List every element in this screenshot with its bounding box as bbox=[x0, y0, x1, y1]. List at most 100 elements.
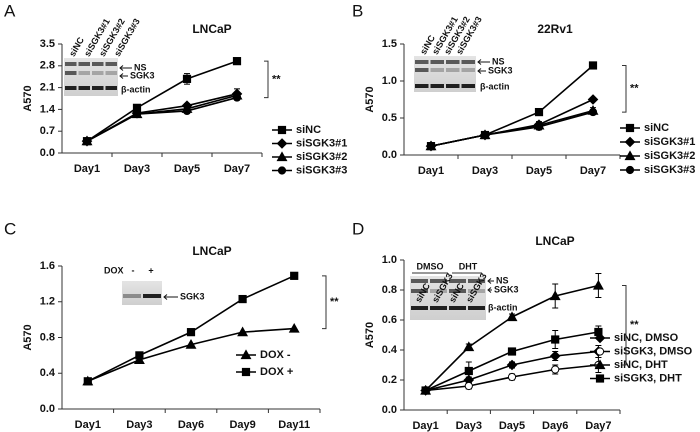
band-arrow bbox=[477, 59, 490, 65]
legend-label: siSGK3#2 bbox=[644, 150, 695, 162]
x-tick-label: Day3 bbox=[126, 419, 152, 431]
blot-image bbox=[122, 281, 162, 305]
y-tick-label: 1.4 bbox=[40, 103, 56, 115]
x-tick-label: Day7 bbox=[224, 163, 250, 175]
legend-label: DOX + bbox=[260, 366, 293, 378]
band-arrow bbox=[119, 73, 128, 79]
significance-bracket bbox=[622, 64, 627, 113]
series-line bbox=[430, 111, 594, 147]
legend-marker bbox=[277, 125, 287, 135]
panel-letter: D bbox=[352, 219, 364, 238]
marker bbox=[506, 359, 518, 371]
y-tick-label: 3.5 bbox=[40, 38, 55, 50]
x-tick-label: Day1 bbox=[75, 419, 101, 431]
band-label: NS bbox=[134, 62, 147, 72]
x-tick-label: Day9 bbox=[229, 419, 255, 431]
blot-band bbox=[430, 289, 447, 293]
lane-label: + bbox=[148, 265, 153, 275]
blot-band bbox=[461, 68, 475, 72]
insert-label: DOX bbox=[104, 265, 124, 275]
marker bbox=[588, 107, 598, 117]
blot-band bbox=[65, 86, 77, 90]
marker bbox=[83, 377, 92, 386]
marker bbox=[507, 372, 517, 382]
legend-label: siSGK3, DMSO bbox=[614, 345, 693, 357]
significance-label: ** bbox=[272, 73, 281, 85]
marker bbox=[185, 339, 197, 349]
blot-band bbox=[105, 86, 117, 90]
x-tick-label: Day6 bbox=[178, 419, 204, 431]
blot-band bbox=[430, 68, 444, 72]
legend-marker bbox=[240, 349, 252, 360]
significance-label: ** bbox=[330, 296, 339, 308]
chart-title: LNCaP bbox=[192, 244, 231, 258]
blot-band bbox=[449, 279, 466, 283]
marker bbox=[534, 122, 544, 131]
blot-band bbox=[415, 60, 429, 64]
y-axis-label: A570 bbox=[364, 86, 376, 112]
blot-band bbox=[65, 71, 77, 75]
legend-marker bbox=[276, 151, 288, 162]
band-label: β-actin bbox=[488, 302, 518, 312]
blot-band bbox=[430, 306, 447, 310]
y-tick-label: 2.8 bbox=[40, 60, 55, 72]
significance-bracket bbox=[622, 285, 627, 366]
blot-band bbox=[446, 60, 460, 64]
marker bbox=[551, 365, 560, 374]
blot-band bbox=[468, 306, 485, 310]
marker bbox=[551, 335, 560, 344]
y-tick-label: 1.0 bbox=[382, 75, 397, 87]
marker bbox=[463, 341, 475, 352]
band-label: NS bbox=[496, 275, 509, 285]
chart-title: LNCaP bbox=[535, 234, 574, 248]
marker bbox=[592, 279, 604, 290]
marker bbox=[549, 290, 561, 301]
y-axis-label: A570 bbox=[364, 322, 376, 348]
marker bbox=[82, 137, 92, 146]
blot-band bbox=[468, 289, 485, 293]
y-tick-label: 1.6 bbox=[40, 260, 55, 272]
blot-band bbox=[430, 60, 444, 64]
blot-band bbox=[78, 62, 90, 66]
blot-band bbox=[430, 84, 444, 88]
y-tick-label: 2.1 bbox=[40, 82, 55, 94]
band-arrow bbox=[119, 65, 132, 71]
y-axis-label: A570 bbox=[22, 324, 34, 350]
marker bbox=[288, 322, 300, 333]
band-arrow bbox=[487, 278, 494, 284]
marker bbox=[232, 93, 242, 102]
blot-band bbox=[461, 60, 475, 64]
band-label: NS bbox=[492, 56, 505, 66]
y-tick-label: 0.0 bbox=[40, 147, 55, 159]
series-line bbox=[86, 96, 238, 142]
blot-band bbox=[92, 71, 104, 75]
y-tick-label: 0.0 bbox=[40, 403, 55, 415]
blot-band bbox=[415, 68, 429, 72]
series-line bbox=[425, 350, 599, 392]
blot-band bbox=[411, 289, 428, 293]
chart-title: LNCaP bbox=[192, 22, 231, 36]
blot-band bbox=[78, 86, 90, 90]
y-tick-label: 0.4 bbox=[40, 367, 56, 379]
blot-image bbox=[410, 276, 486, 320]
legend-marker bbox=[624, 136, 636, 148]
band-label: SGK3 bbox=[488, 65, 513, 75]
marker bbox=[186, 328, 196, 337]
x-tick-label: Day1 bbox=[412, 420, 438, 432]
significance-label: ** bbox=[630, 319, 639, 331]
marker bbox=[421, 386, 430, 395]
marker bbox=[464, 366, 473, 376]
y-tick-label: 0.6 bbox=[382, 314, 397, 326]
marker bbox=[135, 351, 144, 360]
blot-band bbox=[105, 62, 117, 66]
blot-band bbox=[468, 279, 485, 283]
blot-band bbox=[411, 279, 428, 283]
blot-band bbox=[105, 71, 117, 75]
y-axis-label: A570 bbox=[22, 85, 34, 111]
x-tick-label: Day11 bbox=[278, 419, 310, 431]
band-label: SGK3 bbox=[494, 284, 519, 294]
y-tick-label: 0.0 bbox=[382, 404, 397, 416]
y-tick-label: 0.8 bbox=[382, 284, 397, 296]
y-tick-label: 0.0 bbox=[382, 149, 397, 161]
